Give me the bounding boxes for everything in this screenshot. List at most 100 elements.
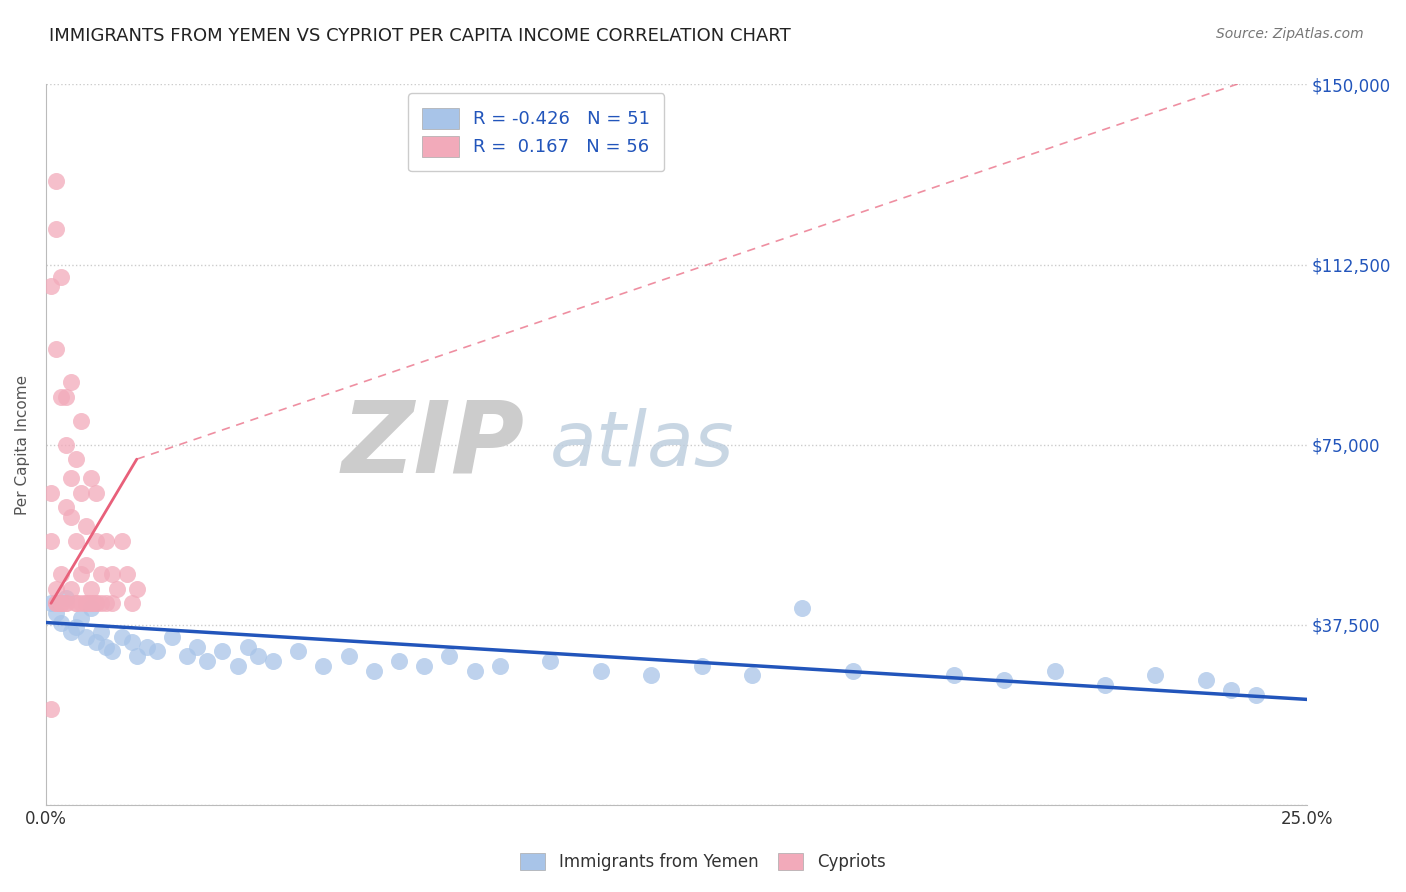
Point (363, 664, 385, 678)
Point (39, 596, 62, 610)
Point (65, 596, 87, 610)
Point (45, 342, 67, 356)
Point (135, 640, 157, 654)
Y-axis label: Per Capita Income: Per Capita Income (15, 375, 30, 515)
Point (75, 596, 97, 610)
Point (1195, 673, 1218, 688)
Point (55, 596, 77, 610)
Point (75, 596, 97, 610)
Point (262, 654, 284, 668)
Point (80, 596, 103, 610)
Point (96, 640, 118, 654)
Point (55, 591, 77, 606)
Point (125, 582, 148, 596)
Point (121, 634, 143, 648)
Point (413, 658, 436, 673)
Point (1094, 678, 1116, 692)
Point (121, 596, 143, 610)
Point (388, 654, 411, 668)
Point (146, 644, 169, 658)
Point (1144, 668, 1167, 682)
Point (65, 596, 87, 610)
Point (942, 668, 965, 682)
Point (226, 658, 249, 673)
Legend: R = -0.426   N = 51, R =  0.167   N = 56: R = -0.426 N = 51, R = 0.167 N = 56 (408, 94, 665, 171)
Point (75, 558, 97, 572)
Point (741, 668, 763, 682)
Point (1043, 664, 1066, 678)
Point (690, 658, 713, 673)
Point (49, 596, 72, 610)
Point (80, 582, 103, 596)
Point (86, 596, 108, 610)
Point (55, 390, 77, 404)
Point (49, 390, 72, 404)
Point (60, 582, 83, 596)
Point (45, 596, 67, 610)
Point (287, 644, 309, 658)
Point (1220, 682, 1243, 697)
Point (55, 500, 77, 515)
Point (45, 221, 67, 235)
Point (186, 640, 208, 654)
Point (993, 673, 1015, 688)
Point (80, 596, 103, 610)
Point (640, 668, 662, 682)
Point (160, 630, 183, 644)
Point (65, 533, 87, 548)
Point (49, 596, 72, 610)
Point (45, 596, 67, 610)
Point (86, 485, 108, 500)
Text: atlas: atlas (550, 408, 735, 482)
Point (55, 438, 77, 452)
Point (100, 567, 122, 582)
Point (80, 471, 103, 485)
Point (111, 533, 134, 548)
Point (100, 596, 122, 610)
Point (80, 601, 103, 615)
Point (489, 658, 512, 673)
Point (70, 414, 93, 428)
Legend: Immigrants from Yemen, Cypriots: Immigrants from Yemen, Cypriots (512, 845, 894, 880)
Point (1246, 688, 1268, 702)
Point (39, 485, 62, 500)
Point (105, 582, 128, 596)
Point (236, 640, 259, 654)
Point (464, 664, 486, 678)
Point (90, 625, 112, 640)
Text: ZIP: ZIP (342, 396, 524, 493)
Text: IMMIGRANTS FROM YEMEN VS CYPRIOT PER CAPITA INCOME CORRELATION CHART: IMMIGRANTS FROM YEMEN VS CYPRIOT PER CAP… (49, 27, 792, 45)
Point (60, 471, 83, 485)
Point (70, 567, 93, 582)
Point (49, 596, 72, 610)
Point (39, 533, 62, 548)
Point (45, 606, 67, 620)
Point (60, 509, 83, 524)
Point (49, 567, 72, 582)
Point (60, 376, 83, 390)
Point (337, 649, 360, 664)
Point (195, 654, 218, 668)
Point (60, 625, 83, 640)
Point (211, 644, 233, 658)
Point (75, 630, 97, 644)
Point (49, 615, 72, 630)
Point (125, 649, 148, 664)
Point (39, 279, 62, 293)
Point (111, 630, 134, 644)
Point (55, 596, 77, 610)
Point (45, 173, 67, 187)
Point (39, 702, 62, 716)
Point (312, 658, 335, 673)
Point (75, 519, 97, 533)
Point (49, 269, 72, 284)
Point (246, 649, 269, 664)
Point (176, 649, 198, 664)
Point (96, 533, 118, 548)
Point (115, 567, 138, 582)
Point (842, 664, 865, 678)
Point (538, 654, 561, 668)
Point (70, 485, 93, 500)
Point (65, 620, 87, 634)
Point (90, 596, 112, 610)
